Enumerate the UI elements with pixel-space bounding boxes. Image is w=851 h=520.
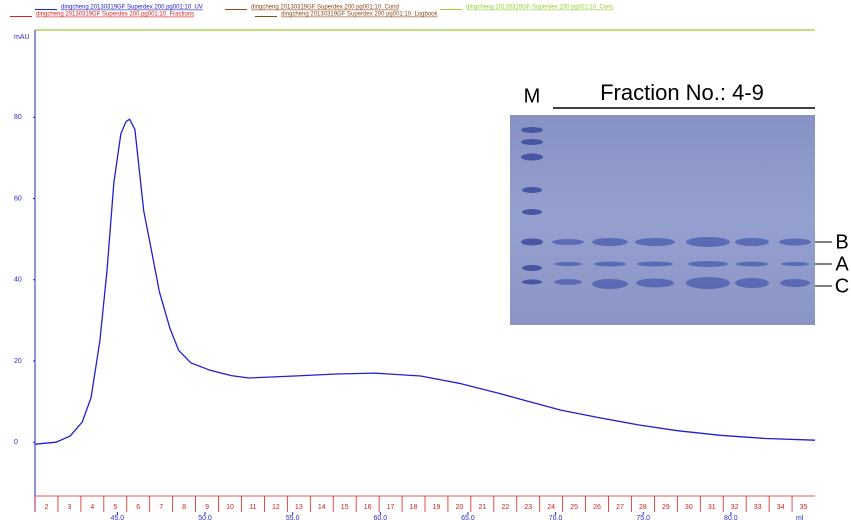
x-tick-label: 65.0 <box>461 515 475 520</box>
fraction-label: 4 <box>90 504 94 511</box>
fraction-label: 35 <box>800 504 808 511</box>
fraction-label: 19 <box>433 504 441 511</box>
fraction-label: 26 <box>593 504 601 511</box>
fraction-label: 15 <box>341 504 349 511</box>
fraction-label: 32 <box>731 504 739 511</box>
marker-lane <box>521 127 543 285</box>
fraction-label: 24 <box>547 504 555 511</box>
fraction-label: 30 <box>685 504 693 511</box>
fraction-label: 23 <box>524 504 532 511</box>
fraction-label: 34 <box>777 504 785 511</box>
fraction-label: 28 <box>639 504 647 511</box>
legend-label: dingcheng 20130319GF Superdex 200 pg001:… <box>61 5 203 11</box>
fraction-label: 25 <box>570 504 578 511</box>
y-tick-label: 40 <box>14 277 22 284</box>
inset-title: Fraction No.: 4-9 <box>600 80 764 105</box>
y-tick-label: 0 <box>14 439 18 446</box>
x-tick-label: 75.0 <box>636 515 650 520</box>
band-label: C <box>835 275 849 297</box>
y-axis-label: mAU <box>14 34 30 41</box>
y-tick-label: 20 <box>14 358 22 365</box>
legend-label: dingcheng 20130319GF Superdex 200 pg001:… <box>36 12 194 18</box>
fraction-label: 8 <box>182 504 186 511</box>
legend-label: dingcheng 20130319GF Superdex 200 pg001:… <box>251 5 399 11</box>
fraction-label: 13 <box>295 504 303 511</box>
x-tick-label: 70.0 <box>549 515 563 520</box>
fraction-label: 33 <box>754 504 762 511</box>
fraction-label: 9 <box>205 504 209 511</box>
band-label: A <box>835 253 849 275</box>
gel-image <box>510 115 815 325</box>
y-tick-label: 80 <box>14 114 22 121</box>
uv-trace <box>34 118 816 445</box>
fraction-label: 6 <box>136 504 140 511</box>
fraction-label: 11 <box>249 504 256 511</box>
fraction-label: 10 <box>226 504 234 511</box>
y-tick-label: 60 <box>14 195 22 202</box>
gel-inset: M Fraction No.: 4-9 B A C <box>510 80 849 325</box>
fraction-label: 12 <box>272 504 280 511</box>
fraction-label: 3 <box>67 504 71 511</box>
marker-label: M <box>524 85 541 107</box>
x-tick-label: 60.0 <box>373 515 387 520</box>
x-tick-label: 45.0 <box>111 515 125 520</box>
fraction-label: 16 <box>364 504 372 511</box>
fraction-label: 22 <box>501 504 509 511</box>
sample-bands <box>552 237 811 289</box>
fraction-label: 2 <box>45 504 49 511</box>
fraction-label: 7 <box>159 504 163 511</box>
fraction-label: 21 <box>478 504 486 511</box>
fraction-label: 20 <box>456 504 464 511</box>
fraction-label: 18 <box>410 504 418 511</box>
legend-label: dingcheng 20130319GF Superdex 200 pg001:… <box>281 12 438 18</box>
x-tick-label: 55.0 <box>286 515 300 520</box>
x-axis-label: ml <box>796 515 804 520</box>
fraction-label: 14 <box>318 504 326 511</box>
fraction-label: 27 <box>616 504 624 511</box>
x-tick-label: 80.0 <box>724 515 738 520</box>
band-label: B <box>835 231 848 253</box>
fraction-label: 29 <box>662 504 670 511</box>
x-tick-label: 50.0 <box>198 515 212 520</box>
fraction-label: 5 <box>113 504 117 511</box>
fraction-label: 17 <box>387 504 395 511</box>
fraction-label: 31 <box>708 504 716 511</box>
legend-label: dingcheng 20130319GF Superdex 200 pg001:… <box>466 5 613 11</box>
